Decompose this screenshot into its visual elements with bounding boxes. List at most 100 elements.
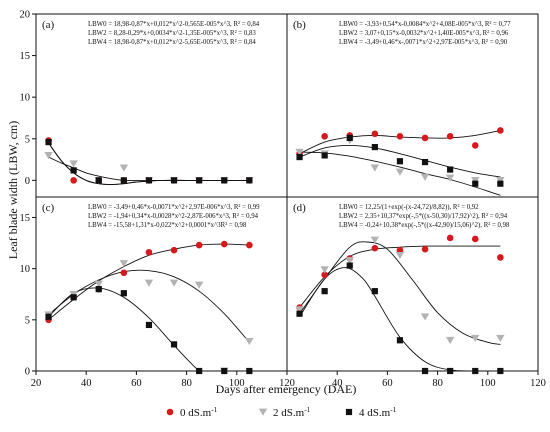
panel-label: (c) [42, 202, 55, 214]
data-point [371, 143, 378, 151]
data-point [246, 177, 253, 184]
data-point [320, 266, 329, 274]
data-point [471, 177, 480, 185]
data-point [69, 160, 78, 168]
y-axis-label: Leaf blade width (LBW, cm) [6, 121, 20, 260]
regression-equation: LBW0 = 18,98-0,87*x+0,012*x^2-0,565E-005… [88, 21, 260, 28]
data-point [371, 130, 379, 138]
x-tick-label: 40 [332, 378, 343, 389]
regression-equation: LBW2 = 2,35+10,37*exp(-,5*((x-50,30)/17,… [339, 213, 508, 220]
data-point [445, 336, 455, 345]
legend-item-1: 2 dS.m-1 [258, 405, 311, 419]
chart-panel-c: (c) LBW0 = -3,49+0,46*x-0,0071*x^2+2,97E-… [42, 202, 260, 375]
y-tick-label: 10 [20, 264, 31, 275]
data-point [95, 286, 102, 293]
x-tick-label: 20 [31, 378, 42, 389]
data-point [95, 177, 102, 184]
legend-marker [345, 408, 353, 416]
data-point [94, 280, 103, 288]
data-point [194, 281, 204, 289]
y-tick-label: 15 [20, 213, 31, 224]
data-point [396, 132, 404, 140]
x-tick-label: 100 [229, 378, 245, 389]
x-tick-label: 100 [480, 378, 496, 389]
regression-equation: LBW4 = -0,24+10,38*exp(-,5*((x-42,90)/15… [339, 222, 510, 229]
data-point [45, 313, 52, 320]
x-tick-label: 60 [382, 378, 393, 389]
regression-equation: LBW0 = 12,25/(1+exp(-(x-24,72)/8,82)), R… [339, 204, 479, 211]
data-point [246, 241, 253, 249]
panel-label: (b) [293, 19, 306, 31]
regression-equation: LBW2 = -1,94+0,34*x-0,0028*x^2-2,87E-006… [88, 213, 259, 220]
data-point [296, 310, 303, 317]
chart-panel-b: (b) LBW0 = -3,93+0,54*x-0,0084*x^2+4,08E-… [293, 19, 511, 196]
data-point [195, 241, 203, 249]
data-point [445, 174, 455, 182]
data-point [421, 134, 429, 142]
y-tick-label: 20 [20, 10, 31, 21]
x-axis-label: Days after emergency (DAE) [216, 382, 357, 396]
data-point [221, 177, 228, 184]
data-point [120, 177, 127, 184]
data-point [70, 294, 77, 301]
legend-marker [166, 408, 174, 416]
y-tick-label: 15 [20, 51, 31, 62]
y-tick-label: 10 [20, 93, 31, 104]
data-point [447, 166, 454, 173]
data-point [446, 234, 454, 242]
data-point [169, 279, 179, 287]
x-tick-label: 120 [279, 378, 295, 389]
data-point [70, 177, 77, 184]
regression-equation: LBW2 = 3,07+0,15*x-0,0032*x^2+1,40E-005*… [339, 30, 509, 37]
fit-curve-1 [48, 269, 250, 343]
data-point [345, 257, 354, 265]
legend-label: 0 dS.m-1 [180, 405, 218, 419]
data-point [496, 334, 505, 343]
x-tick-label: 40 [81, 378, 92, 389]
data-point [471, 334, 480, 343]
data-point [145, 177, 153, 184]
legend-marker [258, 408, 268, 416]
x-tick-label: 80 [181, 378, 192, 389]
data-point [471, 142, 479, 149]
regression-equation: LBW0 = -3,49+0,46*x-0,0071*x^2+2,97E-006… [88, 204, 260, 211]
data-point [396, 158, 404, 165]
panel-label: (a) [42, 19, 55, 31]
data-point [321, 288, 328, 295]
data-point [395, 251, 405, 260]
legend-label: 4 dS.m-1 [359, 405, 397, 419]
data-point [420, 313, 430, 321]
panel-label: (d) [293, 202, 306, 214]
data-point [497, 127, 504, 134]
fit-curve-2 [299, 267, 476, 371]
data-point [472, 180, 479, 187]
data-point [170, 177, 178, 184]
data-point [120, 290, 127, 297]
data-point [321, 271, 328, 279]
x-tick-label: 120 [530, 378, 546, 389]
fit-curve-1 [48, 156, 250, 181]
fit-curve-1 [299, 151, 501, 196]
data-point [120, 269, 128, 277]
data-point [471, 235, 479, 243]
regression-equation: LBW4 = 18,98-0,87*x+0,012*x^2-5,65E-005*… [88, 39, 256, 46]
y-tick-label: 0 [25, 176, 30, 187]
regression-equation: LBW0 = -3,93+0,54*x-0,0084*x^2+4,08E-005… [339, 21, 511, 28]
legend-item-0: 0 dS.m-1 [166, 405, 218, 419]
legend: 0 dS.m-1 2 dS.m-1 4 dS.m-1 [166, 405, 397, 419]
chart-panel-d: (d) LBW0 = 12,25/(1+exp(-(x-24,72)/8,82))… [293, 202, 510, 375]
data-point [497, 254, 504, 261]
data-point [321, 132, 328, 140]
regression-equation: LBW2 = 8,28-0,29*x+0,0034*x^2-1,35E-005*… [88, 30, 256, 37]
data-point [321, 152, 328, 159]
x-tick-label: 60 [131, 378, 142, 389]
data-point [144, 279, 154, 287]
legend-item-2: 4 dS.m-1 [345, 405, 397, 419]
data-point [145, 248, 153, 256]
data-point [119, 164, 129, 172]
data-point [44, 152, 53, 160]
fit-curve-2 [299, 144, 501, 178]
data-point [196, 177, 203, 184]
data-point [220, 240, 228, 248]
data-point [295, 306, 304, 314]
